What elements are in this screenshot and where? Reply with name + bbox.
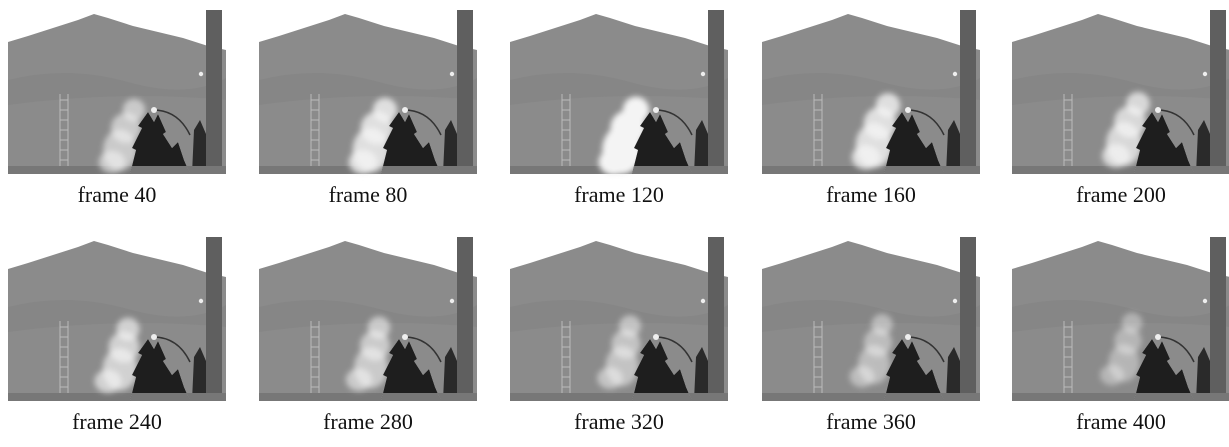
frame-caption: frame 360 xyxy=(826,409,916,434)
smoke-puff xyxy=(373,98,397,122)
frame-caption: frame 160 xyxy=(826,182,916,207)
smoke-puff xyxy=(116,318,139,341)
smoke-puff xyxy=(99,151,125,174)
frame-caption: frame 40 xyxy=(78,182,157,207)
smoke-puff xyxy=(599,149,630,175)
frame: frame 400 xyxy=(1012,237,1229,434)
frame: frame 80 xyxy=(259,10,477,207)
frame: frame 240 xyxy=(8,237,226,434)
frame-caption: frame 280 xyxy=(323,409,413,434)
frame-caption: frame 120 xyxy=(574,182,664,207)
smoke-puff xyxy=(1100,365,1124,386)
frame: frame 280 xyxy=(259,237,477,434)
smoke-puff xyxy=(850,366,875,387)
smoke-puff xyxy=(123,99,146,122)
frame-caption: frame 400 xyxy=(1076,409,1166,434)
frame: frame 320 xyxy=(510,237,728,434)
smoke-puff xyxy=(1122,313,1143,334)
smoke-puff xyxy=(597,367,623,389)
smoke-puff xyxy=(876,93,900,117)
smoke-puff xyxy=(871,314,892,335)
smoke-puff xyxy=(94,370,121,393)
frame: frame 120 xyxy=(510,10,728,207)
smoke-puff xyxy=(852,145,881,169)
frame-caption: frame 80 xyxy=(329,182,408,207)
smoke-puff xyxy=(1102,144,1130,168)
frame-caption: frame 320 xyxy=(574,409,664,434)
frame: frame 160 xyxy=(762,10,980,207)
smoke-puff xyxy=(349,150,378,174)
figure: frame 40 frame 80 frame 120 frame 160 frame … xyxy=(0,0,1229,447)
frame-caption: frame 200 xyxy=(1076,182,1166,207)
frame: frame 200 xyxy=(1012,10,1229,207)
frame-caption: frame 240 xyxy=(72,409,162,434)
smoke-puff xyxy=(1126,92,1150,116)
page: {"frames": [ {"caption": "frame 40"}, {"… xyxy=(0,0,1229,447)
frame: frame 360 xyxy=(762,237,980,434)
smoke-puff xyxy=(619,315,641,337)
frame: frame 40 xyxy=(8,10,226,207)
smoke-puff xyxy=(346,368,372,391)
smoke-puff xyxy=(368,316,391,339)
